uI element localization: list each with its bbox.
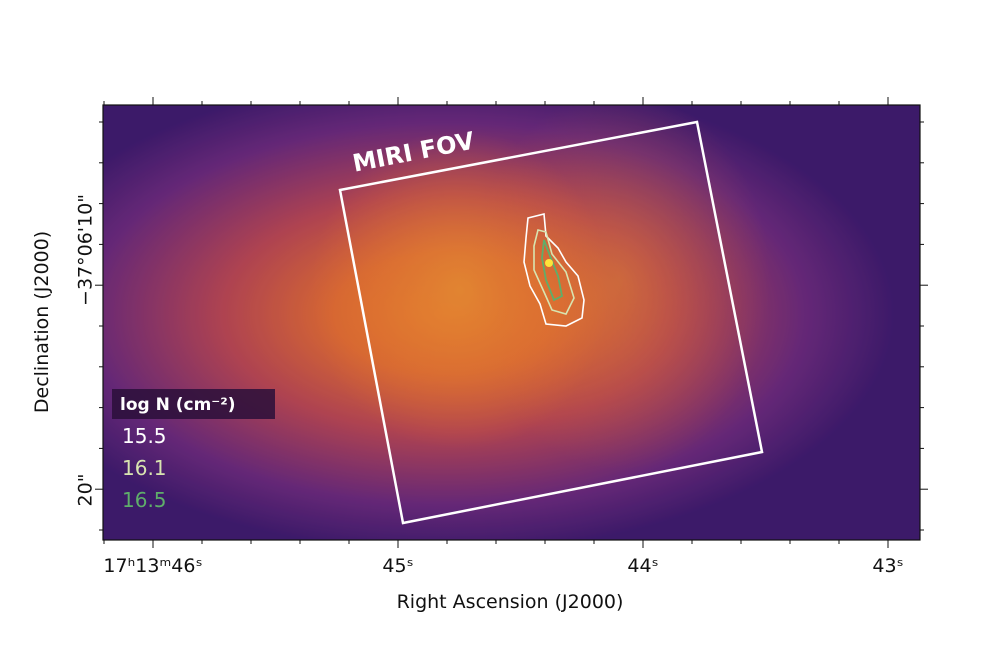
legend-entry: 15.5 <box>122 424 167 448</box>
legend-entry: 16.1 <box>122 456 167 480</box>
y-axis-label: Declination (J2000) <box>31 231 53 413</box>
contour <box>541 239 564 302</box>
x-tick-label: 17ʰ13ᵐ46ˢ <box>103 555 202 577</box>
legend-box <box>112 389 275 419</box>
contour <box>533 229 575 315</box>
legend: 15.5 16.1 16.5 <box>122 424 167 512</box>
source-marker <box>545 259 553 267</box>
y-tick-label: −37°06'10" <box>75 194 97 306</box>
fov-box <box>338 120 764 525</box>
x-tick-label: 44ˢ <box>627 555 658 577</box>
contour <box>523 212 585 327</box>
x-axis-label: Right Ascension (J2000) <box>397 591 624 613</box>
ticks: 17ʰ13ᵐ46ˢ 45ˢ 44ˢ 43ˢ −37°06'10" 20" <box>75 97 928 577</box>
y-tick-label: 20" <box>75 474 97 507</box>
x-tick-label: 43ˢ <box>872 555 903 577</box>
plot-frame <box>102 104 921 541</box>
legend-title: log N (cm⁻²) <box>120 395 236 415</box>
x-tick-label: 45ˢ <box>382 555 413 577</box>
legend-entry: 16.5 <box>122 488 167 512</box>
sky-image <box>103 105 920 540</box>
